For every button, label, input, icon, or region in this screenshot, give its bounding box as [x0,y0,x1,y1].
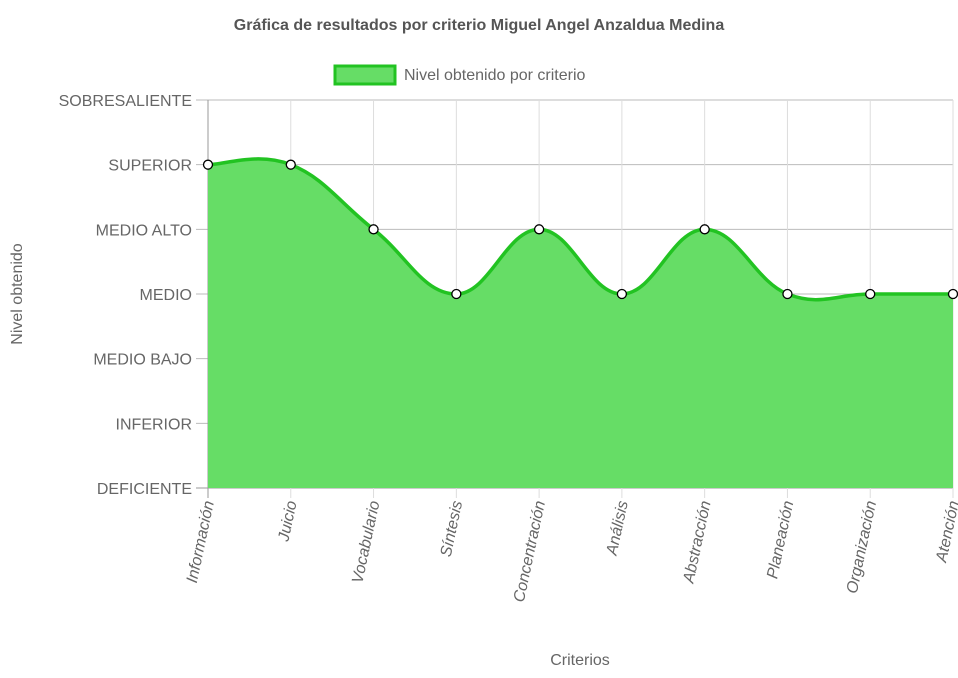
y-tick-label: MEDIO [140,287,192,304]
series-line [207,157,953,302]
y-axis-title: Nivel obtenido [9,243,26,345]
data-point-6[interactable] [616,288,628,300]
x-axis-title: Criterios [550,652,610,669]
x-tick-label: Atención [933,499,958,565]
x-tick-label: Concentración [511,499,549,604]
y-tick-label: MEDIO ALTO [96,222,192,239]
series-area-fill [208,158,953,488]
x-tick-label: Síntesis [438,499,466,558]
x-tick-label: Análisis [604,499,632,557]
data-point-4[interactable] [451,288,462,300]
data-point-7[interactable] [699,224,710,235]
legend[interactable]: Nivel obtenido por criterio [333,64,586,86]
data-point-2[interactable] [285,159,296,170]
y-tick-label: SUPERIOR [108,158,192,175]
y-tick-label: INFERIOR [116,416,192,433]
y-tick-label: SOBRESALIENTE [59,93,192,110]
data-point-3[interactable] [368,224,379,235]
points-layer [202,159,958,300]
x-tick-label: Abstracción [680,499,714,585]
y-tick-label: MEDIO BAJO [93,352,192,369]
area-layer [207,157,953,488]
data-point-10[interactable] [947,288,958,300]
x-tick-label: Información [184,499,218,584]
x-tick-label: Planeación [764,499,797,580]
data-point-1[interactable] [202,159,214,170]
y-tick-label: DEFICIENTE [97,481,192,498]
legend-swatch [333,64,397,86]
legend-label: Nivel obtenido por criterio [404,67,586,84]
data-point-9[interactable] [865,288,876,300]
data-point-5[interactable] [533,224,545,235]
x-tick-labels: Información Juicio Vocabulario Síntesis Conc… [184,499,958,604]
chart-title: Gráfica de resultados por criterio Migue… [234,17,725,34]
x-tick-label: Organización [844,499,880,595]
data-point-8[interactable] [782,288,793,300]
y-tick-labels: DEFICIENTE INFERIOR MEDIO BAJO MEDIO MEDIO A… [59,93,192,498]
x-tick-label: Juicio [275,499,300,544]
x-tick-label: Vocabulario [349,499,383,585]
